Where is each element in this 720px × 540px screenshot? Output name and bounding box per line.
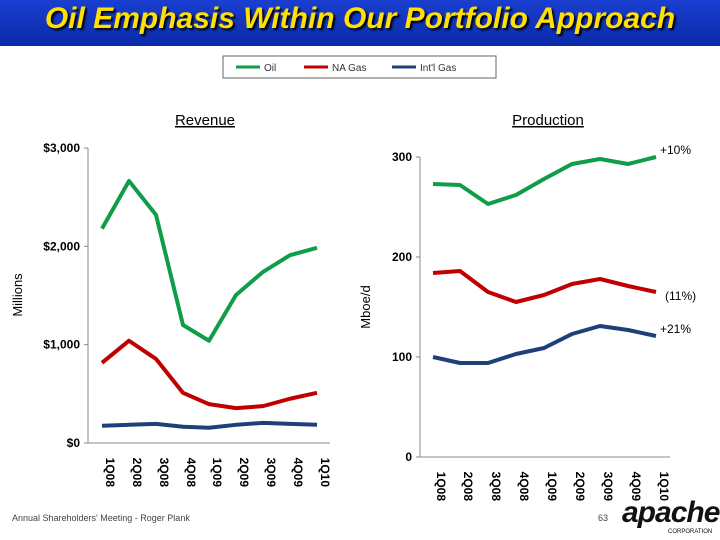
annotation: (11%) xyxy=(665,289,696,303)
slide-title: Oil Emphasis Within Our Portfolio Approa… xyxy=(44,2,676,35)
series-line xyxy=(101,420,318,430)
y-tick-label: 0 xyxy=(405,450,412,464)
legend-box xyxy=(222,55,497,79)
y-axis-label: Mboe/d xyxy=(358,285,373,328)
x-tick-label: 3Q09 xyxy=(264,458,278,488)
logo-text: apache xyxy=(622,496,720,529)
legend-label: Int'l Gas xyxy=(420,63,456,74)
series-line xyxy=(100,178,318,343)
y-tick-label: $0 xyxy=(67,436,81,450)
series-line xyxy=(432,155,657,206)
annotation: +21% xyxy=(660,322,691,336)
annotation: +10% xyxy=(660,143,691,157)
x-tick-label: 3Q08 xyxy=(157,458,171,488)
x-tick-label: 1Q09 xyxy=(545,472,559,502)
x-tick-label: 4Q09 xyxy=(629,472,643,502)
series-line xyxy=(100,338,318,411)
x-tick-label: 3Q09 xyxy=(601,472,615,502)
y-tick-label: 300 xyxy=(392,150,412,164)
x-tick-label: 2Q08 xyxy=(130,458,144,488)
chart-title: Production xyxy=(512,112,584,129)
x-tick-label: 1Q08 xyxy=(103,458,117,488)
chart-title: Revenue xyxy=(175,112,235,129)
y-tick-label: $1,000 xyxy=(43,338,80,352)
x-tick-label: 1Q09 xyxy=(210,458,224,488)
legend-label: Oil xyxy=(264,63,276,74)
title-banner xyxy=(0,0,720,46)
y-tick-label: 200 xyxy=(392,250,412,264)
x-tick-label: 1Q10 xyxy=(318,458,332,488)
legend-label: NA Gas xyxy=(332,63,366,74)
y-tick-label: $3,000 xyxy=(43,141,80,155)
x-tick-label: 2Q09 xyxy=(573,472,587,502)
x-tick-label: 4Q09 xyxy=(291,458,305,488)
series-line xyxy=(432,324,657,365)
y-tick-label: $2,000 xyxy=(43,239,80,253)
series-line xyxy=(432,269,657,304)
page-number: 63 xyxy=(598,513,609,523)
x-tick-label: 4Q08 xyxy=(517,472,531,502)
logo-sub: CORPORATION xyxy=(668,529,713,535)
x-tick-label: 2Q08 xyxy=(461,472,475,502)
x-tick-label: 4Q08 xyxy=(184,458,198,488)
y-tick-label: 100 xyxy=(392,350,412,364)
y-axis-label: Millions xyxy=(10,273,25,317)
x-tick-label: 2Q09 xyxy=(237,458,251,488)
apache-logo: apache CORPORATION xyxy=(622,496,720,540)
x-tick-label: 3Q08 xyxy=(489,472,503,502)
x-tick-label: 1Q08 xyxy=(434,472,448,502)
footer-text: Annual Shareholders' Meeting - Roger Pla… xyxy=(12,513,190,523)
x-tick-label: 1Q10 xyxy=(657,472,671,502)
